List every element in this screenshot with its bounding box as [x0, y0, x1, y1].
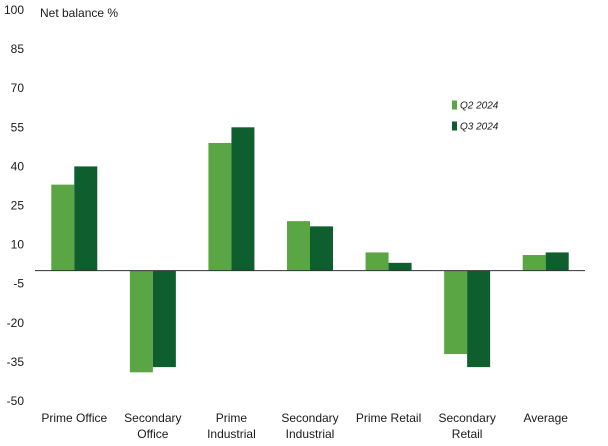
bar-q3 [231, 127, 255, 271]
bar-q3 [310, 226, 333, 271]
y-axis: 100 85 70 55 40 25 10 -5 -20 -35 -50 Net balance % [4, 3, 118, 408]
legend-swatch [452, 100, 457, 110]
x-axis-labels: Prime Office Secondary Office Prime Industri… [41, 411, 568, 441]
category-label: Secondary [438, 411, 495, 425]
bar-q2 [51, 184, 75, 271]
category-label: Prime [216, 411, 248, 425]
category-label: Industrial [286, 427, 335, 441]
bar-q3 [388, 262, 412, 271]
y-tick-label: 70 [11, 81, 25, 95]
category-label: Office [137, 427, 168, 441]
category-label: Prime Office [41, 411, 107, 425]
legend-swatch [452, 121, 457, 131]
bar-q3 [545, 252, 569, 271]
y-tick-label: -20 [7, 316, 25, 330]
y-tick-label: -50 [7, 394, 25, 408]
y-tick-label: 100 [4, 3, 24, 17]
bars [51, 127, 569, 373]
category-label: Secondary [124, 411, 181, 425]
y-tick-label: -5 [13, 277, 24, 291]
category-label: Retail [452, 427, 483, 441]
y-tick-label: 40 [11, 159, 25, 173]
legend: Q2 2024 Q3 2024 [452, 100, 499, 133]
bar-q2 [444, 270, 468, 355]
y-tick-label: -35 [7, 355, 25, 369]
category-label: Average [523, 411, 568, 425]
y-axis-title: Net balance % [40, 6, 118, 20]
category-label: Industrial [207, 427, 256, 441]
legend-label: Q2 2024 [460, 101, 499, 112]
y-tick-label: 25 [11, 199, 25, 213]
category-label: Secondary [281, 411, 338, 425]
bar-q3 [152, 270, 176, 368]
bar-q2 [287, 221, 310, 271]
y-tick-label: 85 [11, 42, 25, 56]
y-tick-label: 55 [11, 120, 25, 134]
bar-q2 [208, 142, 232, 271]
y-tick-label: 10 [11, 238, 25, 252]
bar-q3 [74, 166, 98, 271]
bar-q2 [129, 270, 153, 373]
bar-q3 [467, 270, 491, 368]
legend-label: Q3 2024 [460, 122, 499, 133]
bar-q2 [522, 255, 546, 271]
category-label: Prime Retail [356, 411, 421, 425]
bar-q2 [365, 252, 389, 271]
